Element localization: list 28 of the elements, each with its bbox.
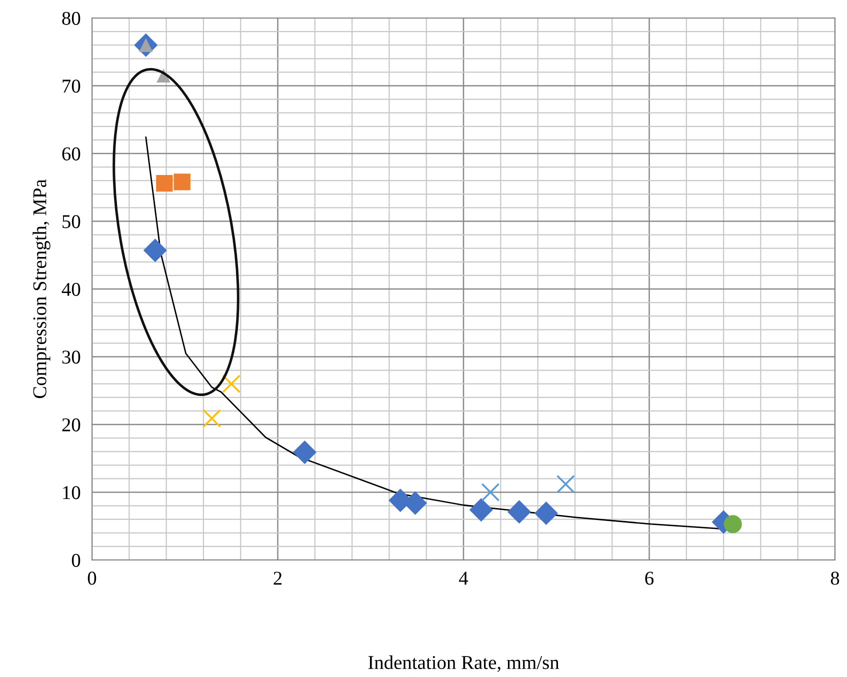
point	[556, 474, 575, 494]
y-tick-label: 70	[62, 80, 80, 93]
x-tick-label: 2	[274, 572, 282, 585]
point	[481, 483, 500, 502]
x-tick-label: 4	[459, 572, 468, 585]
x-tick-label: 8	[830, 572, 840, 585]
x-tick-label: 0	[88, 572, 96, 585]
y-tick-label: 10	[63, 486, 80, 500]
y-tick-label: 60	[62, 147, 80, 160]
y-tick-label: 30	[62, 350, 80, 364]
point	[724, 515, 742, 534]
point	[202, 409, 222, 428]
y-tick-label: 80	[62, 12, 80, 25]
point	[507, 500, 532, 524]
y-tick-label: 0	[72, 554, 80, 567]
x-axis-title: Indentation Rate, mm/sn	[368, 655, 560, 672]
point	[143, 238, 167, 262]
y-axis-title: Compression Strength, MPa	[32, 179, 50, 398]
point	[469, 498, 493, 522]
point	[222, 374, 241, 394]
x-tick-label: 6	[645, 572, 654, 585]
point	[534, 501, 558, 526]
y-tick-label: 40	[62, 282, 80, 296]
y-tick-label: 20	[62, 418, 80, 432]
point	[174, 174, 190, 190]
point	[292, 440, 316, 464]
y-tick-label: 50	[62, 215, 80, 228]
point	[156, 174, 173, 192]
